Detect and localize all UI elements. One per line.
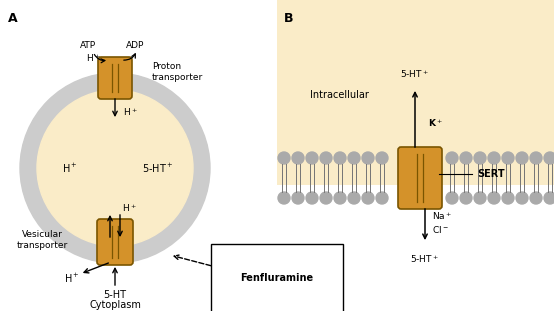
Text: 5-HT$^+$: 5-HT$^+$ [411,253,439,265]
Text: H$^+$: H$^+$ [123,106,138,118]
Circle shape [306,152,318,164]
Circle shape [474,192,486,204]
Circle shape [544,192,554,204]
Circle shape [306,192,318,204]
Circle shape [334,192,346,204]
Circle shape [460,192,472,204]
Circle shape [362,152,374,164]
Circle shape [488,152,500,164]
Circle shape [320,152,332,164]
Text: 5-HT$^+$: 5-HT$^+$ [142,161,173,174]
Circle shape [516,152,528,164]
Circle shape [446,152,458,164]
Circle shape [488,192,500,204]
FancyBboxPatch shape [398,147,442,209]
Text: Proton
transporter: Proton transporter [152,62,203,82]
Text: Cytoplasm: Cytoplasm [89,300,141,310]
Text: ATP: ATP [80,41,96,50]
Circle shape [348,192,360,204]
Circle shape [460,152,472,164]
Circle shape [334,152,346,164]
Circle shape [376,192,388,204]
Circle shape [446,192,458,204]
Text: ADP: ADP [126,41,144,50]
Text: 5-HT$^+$: 5-HT$^+$ [401,68,429,80]
Text: Intracellular: Intracellular [310,90,369,100]
Circle shape [292,152,304,164]
Circle shape [502,192,514,204]
Text: A: A [8,12,18,25]
Text: 5-HT: 5-HT [104,290,126,300]
Circle shape [278,152,290,164]
Text: H$^+$: H$^+$ [86,52,100,64]
Text: Vesicular
transporter: Vesicular transporter [17,230,68,250]
Text: B: B [284,12,294,25]
FancyBboxPatch shape [97,219,133,265]
Circle shape [376,152,388,164]
Text: H$^+$: H$^+$ [122,202,137,214]
Text: H$^+$: H$^+$ [64,272,80,285]
FancyBboxPatch shape [98,57,132,99]
Circle shape [292,192,304,204]
Circle shape [516,192,528,204]
Text: Fenfluramine: Fenfluramine [240,273,314,283]
Circle shape [362,192,374,204]
Circle shape [348,152,360,164]
Circle shape [530,152,542,164]
Text: SERT: SERT [477,169,505,179]
Circle shape [37,90,193,246]
Circle shape [320,192,332,204]
Circle shape [502,152,514,164]
Bar [277,0,554,185]
Circle shape [20,73,210,263]
Circle shape [278,192,290,204]
Circle shape [544,152,554,164]
Circle shape [530,192,542,204]
Circle shape [474,152,486,164]
Text: H$^+$: H$^+$ [62,161,78,174]
Text: K$^+$: K$^+$ [428,117,443,129]
Text: Na$^+$
Cl$^-$: Na$^+$ Cl$^-$ [432,211,452,235]
